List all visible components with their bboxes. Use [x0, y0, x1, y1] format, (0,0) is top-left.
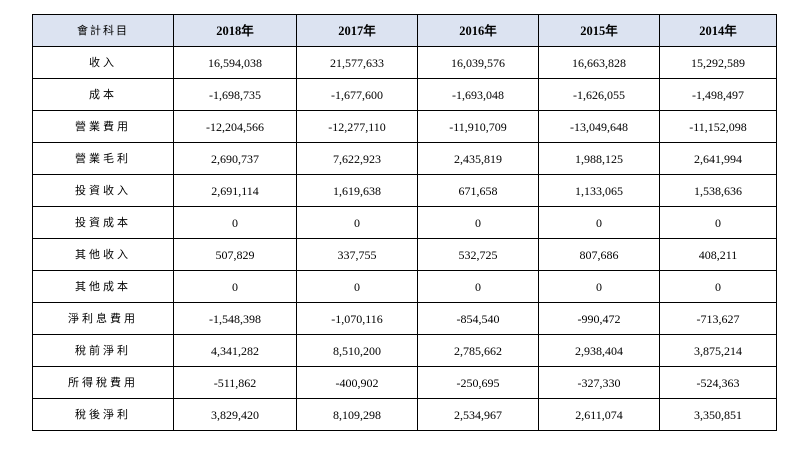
table-cell: -1,693,048 — [417, 78, 539, 111]
row-label: 稅後淨利 — [32, 398, 174, 431]
row-label: 營業毛利 — [32, 142, 174, 175]
table-cell: 1,538,636 — [659, 174, 777, 207]
header-cell-year: 2017年 — [296, 14, 418, 47]
table-row: 淨利息費用 -1,548,398 -1,070,116 -854,540 -99… — [32, 302, 777, 335]
table-cell: 671,658 — [417, 174, 539, 207]
table-cell: 0 — [538, 206, 660, 239]
table-row: 稅後淨利 3,829,420 8,109,298 2,534,967 2,611… — [32, 398, 777, 431]
row-label: 營業費用 — [32, 110, 174, 143]
table-cell: 4,341,282 — [173, 334, 297, 367]
header-cell-year: 2014年 — [659, 14, 777, 47]
table-cell: 15,292,589 — [659, 46, 777, 79]
header-cell-year: 2018年 — [173, 14, 297, 47]
table-cell: 0 — [296, 206, 418, 239]
table-cell: 807,686 — [538, 238, 660, 271]
table-row: 其他成本 0 0 0 0 0 — [32, 270, 777, 303]
table-cell: 0 — [417, 270, 539, 303]
table-cell: 1,619,638 — [296, 174, 418, 207]
table-cell: 16,039,576 — [417, 46, 539, 79]
row-label: 成本 — [32, 78, 174, 111]
table-cell: -524,363 — [659, 366, 777, 399]
table-cell: 2,641,994 — [659, 142, 777, 175]
table-cell: -713,627 — [659, 302, 777, 335]
table-cell: -13,049,648 — [538, 110, 660, 143]
row-label: 其他成本 — [32, 270, 174, 303]
header-cell-year: 2016年 — [417, 14, 539, 47]
table-cell: -511,862 — [173, 366, 297, 399]
table-cell: 0 — [173, 206, 297, 239]
row-label: 其他收入 — [32, 238, 174, 271]
row-label: 投資收入 — [32, 174, 174, 207]
table-cell: 3,875,214 — [659, 334, 777, 367]
table-cell: 0 — [659, 270, 777, 303]
table-cell: -1,070,116 — [296, 302, 418, 335]
table-cell: 2,611,074 — [538, 398, 660, 431]
table-cell: -12,277,110 — [296, 110, 418, 143]
table-cell: 1,133,065 — [538, 174, 660, 207]
table-row: 營業毛利 2,690,737 7,622,923 2,435,819 1,988… — [32, 142, 777, 175]
table-cell: 8,510,200 — [296, 334, 418, 367]
table-cell: 2,435,819 — [417, 142, 539, 175]
row-label: 所得稅費用 — [32, 366, 174, 399]
table-cell: -1,548,398 — [173, 302, 297, 335]
table-cell: -1,698,735 — [173, 78, 297, 111]
table-cell: 507,829 — [173, 238, 297, 271]
table-cell: -1,626,055 — [538, 78, 660, 111]
table-cell: 2,938,404 — [538, 334, 660, 367]
table-cell: 0 — [417, 206, 539, 239]
table-cell: 2,785,662 — [417, 334, 539, 367]
table-cell: -11,152,098 — [659, 110, 777, 143]
table-cell: 0 — [659, 206, 777, 239]
header-cell-year: 2015年 — [538, 14, 660, 47]
table-cell: 2,690,737 — [173, 142, 297, 175]
table-cell: 8,109,298 — [296, 398, 418, 431]
row-label: 收入 — [32, 46, 174, 79]
financial-statement: 會計科目 2018年 2017年 2016年 2015年 2014年 收入 16… — [32, 14, 777, 431]
table-cell: 2,691,114 — [173, 174, 297, 207]
table-cell: -1,498,497 — [659, 78, 777, 111]
table-cell: 21,577,633 — [296, 46, 418, 79]
table-cell: -11,910,709 — [417, 110, 539, 143]
table-row: 成本 -1,698,735 -1,677,600 -1,693,048 -1,6… — [32, 78, 777, 111]
header-cell-account: 會計科目 — [32, 14, 174, 47]
table-cell: -990,472 — [538, 302, 660, 335]
table-cell: 3,829,420 — [173, 398, 297, 431]
table-cell: -400,902 — [296, 366, 418, 399]
table-row: 收入 16,594,038 21,577,633 16,039,576 16,6… — [32, 46, 777, 79]
row-label: 稅前淨利 — [32, 334, 174, 367]
table-row: 投資收入 2,691,114 1,619,638 671,658 1,133,0… — [32, 174, 777, 207]
table-header: 會計科目 2018年 2017年 2016年 2015年 2014年 — [32, 14, 777, 47]
table-cell: 408,211 — [659, 238, 777, 271]
table-cell: -327,330 — [538, 366, 660, 399]
table-row: 其他收入 507,829 337,755 532,725 807,686 408… — [32, 238, 777, 271]
table-cell: -854,540 — [417, 302, 539, 335]
income-statement-table: 會計科目 2018年 2017年 2016年 2015年 2014年 收入 16… — [32, 14, 777, 431]
table-cell: 1,988,125 — [538, 142, 660, 175]
table-cell: 3,350,851 — [659, 398, 777, 431]
table-cell: 0 — [173, 270, 297, 303]
table-cell: -1,677,600 — [296, 78, 418, 111]
table-row: 投資成本 0 0 0 0 0 — [32, 206, 777, 239]
table-cell: 337,755 — [296, 238, 418, 271]
table-cell: 0 — [296, 270, 418, 303]
row-label: 投資成本 — [32, 206, 174, 239]
table-cell: -250,695 — [417, 366, 539, 399]
table-row: 稅前淨利 4,341,282 8,510,200 2,785,662 2,938… — [32, 334, 777, 367]
row-label: 淨利息費用 — [32, 302, 174, 335]
table-cell: 0 — [538, 270, 660, 303]
header-row: 會計科目 2018年 2017年 2016年 2015年 2014年 — [32, 14, 777, 47]
table-cell: 2,534,967 — [417, 398, 539, 431]
table-cell: 16,663,828 — [538, 46, 660, 79]
table-body: 收入 16,594,038 21,577,633 16,039,576 16,6… — [32, 46, 777, 431]
table-cell: 532,725 — [417, 238, 539, 271]
table-row: 營業費用 -12,204,566 -12,277,110 -11,910,709… — [32, 110, 777, 143]
table-cell: 7,622,923 — [296, 142, 418, 175]
table-cell: 16,594,038 — [173, 46, 297, 79]
table-row: 所得稅費用 -511,862 -400,902 -250,695 -327,33… — [32, 366, 777, 399]
table-cell: -12,204,566 — [173, 110, 297, 143]
